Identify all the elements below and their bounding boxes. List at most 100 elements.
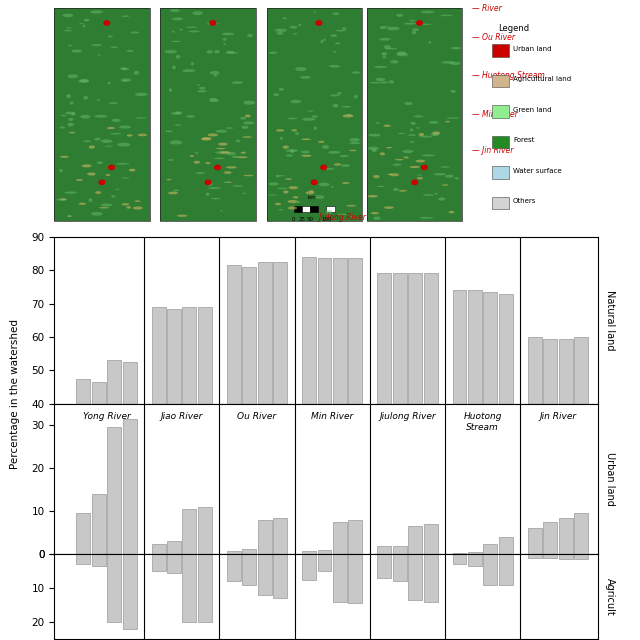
Bar — [408, 526, 422, 554]
Ellipse shape — [79, 203, 86, 205]
Ellipse shape — [60, 126, 65, 129]
Ellipse shape — [387, 173, 393, 175]
Ellipse shape — [165, 131, 173, 132]
Ellipse shape — [404, 157, 409, 159]
Bar — [468, 554, 482, 566]
Ellipse shape — [412, 179, 419, 185]
Ellipse shape — [347, 216, 352, 217]
Bar — [243, 267, 256, 537]
Ellipse shape — [67, 94, 71, 98]
Bar — [499, 294, 513, 537]
Bar — [123, 362, 136, 537]
Ellipse shape — [226, 127, 234, 129]
Bar — [198, 507, 212, 554]
Ellipse shape — [404, 22, 416, 25]
Bar — [468, 290, 482, 537]
Text: Jin River: Jin River — [540, 412, 577, 421]
Ellipse shape — [410, 122, 416, 125]
Ellipse shape — [280, 137, 283, 140]
Ellipse shape — [60, 156, 68, 158]
Ellipse shape — [216, 130, 227, 133]
Ellipse shape — [318, 141, 324, 143]
Bar — [574, 337, 588, 537]
Ellipse shape — [172, 17, 183, 20]
Ellipse shape — [88, 198, 92, 202]
Ellipse shape — [224, 182, 228, 183]
Bar — [492, 75, 509, 87]
Ellipse shape — [70, 102, 74, 104]
Ellipse shape — [290, 149, 294, 153]
Text: Agricultural land: Agricultural land — [513, 76, 571, 83]
Bar — [167, 554, 181, 573]
Text: Green land: Green land — [513, 107, 552, 113]
Ellipse shape — [451, 47, 461, 49]
Bar — [333, 259, 347, 537]
Bar — [333, 522, 347, 554]
Ellipse shape — [416, 127, 420, 129]
Bar — [424, 554, 438, 602]
Text: Ou River: Ou River — [237, 412, 276, 421]
Ellipse shape — [223, 38, 227, 41]
Ellipse shape — [301, 138, 311, 140]
Bar — [258, 554, 271, 595]
Ellipse shape — [177, 214, 188, 217]
Ellipse shape — [292, 33, 298, 35]
Ellipse shape — [330, 186, 333, 188]
Text: 50: 50 — [307, 216, 314, 221]
Ellipse shape — [122, 203, 129, 205]
Bar — [367, 8, 463, 221]
Ellipse shape — [199, 87, 205, 90]
Bar — [167, 308, 181, 537]
Ellipse shape — [108, 82, 111, 84]
Bar — [574, 513, 588, 554]
Ellipse shape — [372, 148, 377, 152]
Ellipse shape — [232, 185, 243, 187]
Bar — [152, 307, 166, 537]
Ellipse shape — [210, 98, 218, 100]
Ellipse shape — [67, 27, 72, 28]
Ellipse shape — [440, 15, 452, 16]
Ellipse shape — [301, 155, 312, 157]
Ellipse shape — [83, 24, 86, 28]
Bar — [267, 8, 362, 221]
Ellipse shape — [298, 24, 301, 26]
Ellipse shape — [295, 132, 299, 135]
Ellipse shape — [321, 40, 323, 44]
Ellipse shape — [413, 115, 423, 118]
Text: — Jin River: — Jin River — [472, 146, 513, 155]
Ellipse shape — [173, 189, 179, 191]
Ellipse shape — [408, 134, 416, 136]
Bar — [243, 554, 256, 585]
Ellipse shape — [373, 216, 381, 220]
Ellipse shape — [288, 207, 297, 210]
Bar — [483, 543, 497, 554]
Ellipse shape — [397, 52, 408, 56]
Bar — [198, 554, 212, 622]
Ellipse shape — [80, 115, 90, 118]
Ellipse shape — [278, 188, 288, 189]
Ellipse shape — [111, 195, 115, 198]
Ellipse shape — [342, 106, 351, 108]
Ellipse shape — [330, 95, 339, 97]
Ellipse shape — [410, 166, 420, 168]
Ellipse shape — [220, 210, 223, 211]
Ellipse shape — [390, 60, 399, 63]
Ellipse shape — [210, 71, 220, 75]
Ellipse shape — [116, 163, 129, 164]
Ellipse shape — [275, 175, 286, 177]
Ellipse shape — [95, 191, 101, 194]
Text: Urban land: Urban land — [605, 452, 615, 506]
Ellipse shape — [338, 214, 347, 216]
Ellipse shape — [95, 138, 100, 141]
Ellipse shape — [168, 191, 178, 195]
Text: km: km — [307, 195, 316, 200]
Ellipse shape — [92, 44, 102, 46]
Ellipse shape — [433, 173, 446, 175]
Bar — [76, 513, 90, 554]
Ellipse shape — [370, 82, 381, 83]
Ellipse shape — [227, 51, 234, 54]
Bar — [76, 379, 90, 537]
Ellipse shape — [417, 177, 423, 179]
Ellipse shape — [175, 111, 182, 114]
Ellipse shape — [170, 140, 182, 145]
